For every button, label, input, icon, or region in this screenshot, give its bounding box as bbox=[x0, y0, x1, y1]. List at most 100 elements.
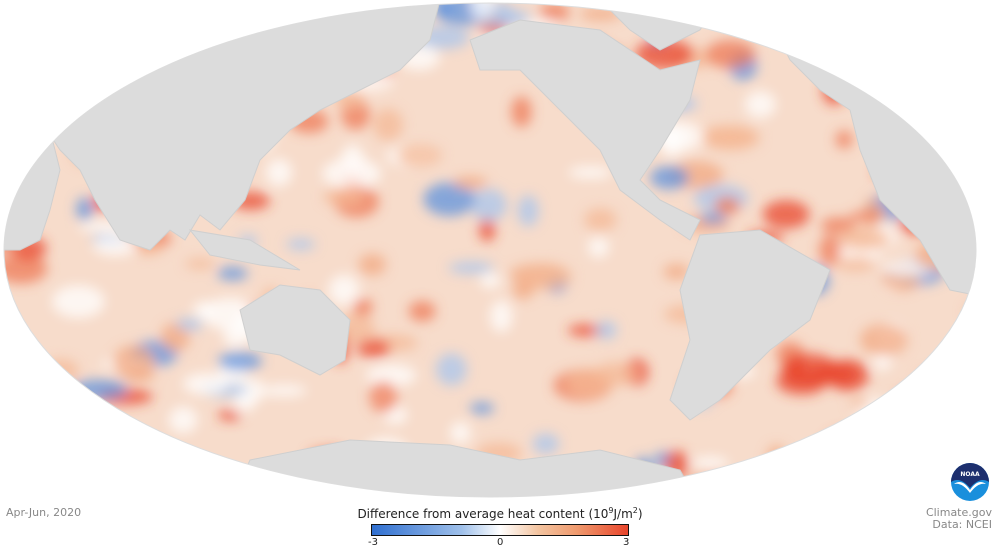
anomaly-blob bbox=[323, 187, 365, 206]
anomaly-blob bbox=[218, 409, 242, 421]
anomaly-blob bbox=[819, 234, 842, 267]
anomaly-blob bbox=[182, 372, 229, 395]
anomaly-blob bbox=[140, 38, 183, 57]
anomaly-blob bbox=[233, 393, 255, 412]
anomaly-blob bbox=[322, 158, 382, 189]
anomaly-blob bbox=[927, 38, 959, 51]
anomaly-blob bbox=[836, 256, 876, 272]
anomaly-blob bbox=[926, 67, 956, 83]
legend-unit-mid: J/m bbox=[613, 507, 633, 521]
anomaly-blob bbox=[124, 370, 156, 382]
anomaly-blob bbox=[408, 300, 436, 322]
anomaly-blob bbox=[490, 300, 513, 333]
anomaly-blob bbox=[539, 3, 570, 22]
legend-unit-end: ) bbox=[637, 507, 643, 521]
credit-source: Climate.gov bbox=[925, 506, 992, 519]
anomaly-blob bbox=[873, 351, 892, 371]
anomaly-blob bbox=[787, 355, 805, 381]
anomaly-blob bbox=[517, 194, 539, 227]
anomaly-blob bbox=[352, 298, 373, 317]
anomaly-blob bbox=[948, 3, 976, 16]
anomaly-blob bbox=[649, 165, 689, 190]
anomaly-blob bbox=[76, 197, 93, 222]
anomaly-blob bbox=[768, 3, 819, 18]
anomaly-blob bbox=[4, 53, 30, 77]
anomaly-blob bbox=[892, 45, 940, 72]
land-australia bbox=[239, 284, 351, 376]
anomaly-blob bbox=[646, 3, 663, 12]
anomaly-blob bbox=[435, 3, 489, 26]
anomaly-blob bbox=[479, 272, 501, 289]
anomaly-blob bbox=[185, 258, 216, 270]
anomaly-blob bbox=[135, 471, 156, 497]
anomaly-blob bbox=[568, 166, 613, 179]
anomaly-blob bbox=[979, 316, 1000, 342]
anomaly-blob bbox=[265, 3, 302, 14]
anomaly-blob bbox=[837, 227, 891, 251]
anomaly-blob bbox=[928, 395, 964, 408]
anomaly-blob bbox=[820, 217, 857, 234]
anomaly-blob bbox=[896, 389, 916, 411]
anomaly-blob bbox=[358, 253, 387, 276]
anomaly-blob bbox=[917, 370, 951, 394]
anomaly-blob bbox=[567, 324, 606, 337]
anomaly-blob bbox=[70, 54, 104, 87]
svg-text:NOAA: NOAA bbox=[960, 471, 980, 478]
anomaly-blob bbox=[55, 12, 111, 46]
anomaly-blob bbox=[663, 263, 690, 280]
anomaly-blob bbox=[4, 106, 60, 117]
land-indonesia bbox=[188, 229, 301, 271]
anomaly-blob bbox=[588, 236, 610, 258]
anomaly-blob bbox=[695, 126, 755, 148]
legend-unit-exp2: 2 bbox=[632, 506, 638, 515]
anomaly-blob bbox=[990, 0, 1000, 15]
anomaly-blob bbox=[705, 39, 756, 69]
anomaly-blob bbox=[369, 381, 398, 413]
anomaly-blob bbox=[254, 473, 290, 488]
legend-tick-zero: 0 bbox=[497, 537, 504, 548]
anomaly-blob bbox=[801, 49, 832, 62]
anomaly-blob bbox=[168, 406, 198, 434]
anomaly-blob bbox=[366, 364, 417, 387]
anomaly-blob bbox=[762, 200, 810, 229]
anomaly-blob bbox=[217, 266, 248, 281]
anomaly-blob bbox=[584, 208, 617, 232]
anomaly-blob bbox=[261, 384, 307, 397]
anomaly-blob bbox=[4, 253, 48, 284]
noaa-logo-icon: NOAA bbox=[951, 463, 989, 501]
anomaly-blob bbox=[147, 8, 205, 42]
anomaly-blob bbox=[959, 359, 976, 387]
anomaly-blob bbox=[753, 473, 797, 495]
legend-colorbar bbox=[371, 524, 629, 536]
anomaly-blob bbox=[964, 303, 976, 320]
anomaly-blob bbox=[286, 238, 316, 251]
anomaly-blob bbox=[866, 68, 883, 99]
anomaly-blob bbox=[824, 430, 877, 459]
anomaly-blob bbox=[453, 176, 488, 190]
anomaly-blob bbox=[448, 261, 495, 274]
anomaly-blob bbox=[142, 3, 187, 7]
anomaly-blob bbox=[435, 353, 467, 386]
color-legend: Difference from average heat content (10… bbox=[340, 506, 660, 548]
anomaly-blob bbox=[776, 485, 798, 497]
anomaly-blob bbox=[974, 117, 976, 147]
credit: Climate.gov Data: NCEI bbox=[926, 507, 992, 531]
anomaly-blob bbox=[423, 182, 476, 217]
anomaly-blob bbox=[42, 359, 79, 383]
land-south-america bbox=[669, 229, 831, 421]
anomaly-blob bbox=[113, 345, 155, 379]
anomaly-blob bbox=[908, 72, 933, 95]
anomaly-blob bbox=[51, 285, 105, 318]
anomaly-blob bbox=[691, 456, 729, 470]
anomaly-blob bbox=[470, 3, 494, 20]
anomaly-blob bbox=[937, 391, 976, 408]
anomaly-blob bbox=[4, 142, 17, 173]
anomaly-blob bbox=[848, 211, 883, 222]
anomaly-blob bbox=[27, 375, 66, 392]
anomaly-blob bbox=[634, 39, 694, 70]
anomaly-blob bbox=[594, 362, 640, 386]
anomaly-blob bbox=[175, 318, 204, 331]
anomaly-blob bbox=[328, 274, 360, 306]
anomaly-blob bbox=[469, 402, 495, 415]
anomaly-blob bbox=[512, 280, 534, 300]
